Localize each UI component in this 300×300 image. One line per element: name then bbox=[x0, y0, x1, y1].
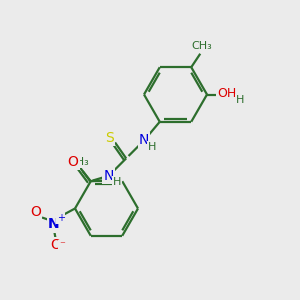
Text: N: N bbox=[139, 134, 149, 147]
Text: H: H bbox=[236, 95, 244, 105]
Text: O: O bbox=[30, 205, 41, 218]
Text: CH₃: CH₃ bbox=[191, 41, 212, 51]
Text: ⁻: ⁻ bbox=[59, 240, 65, 250]
Text: H: H bbox=[148, 142, 157, 152]
Text: N: N bbox=[103, 169, 114, 183]
Text: S: S bbox=[105, 131, 113, 145]
Text: O: O bbox=[50, 238, 61, 252]
Text: +: + bbox=[57, 213, 64, 223]
Text: CH₃: CH₃ bbox=[68, 157, 89, 167]
Text: O: O bbox=[68, 155, 79, 169]
Text: N: N bbox=[48, 218, 60, 231]
Text: H: H bbox=[113, 177, 121, 188]
Text: OH: OH bbox=[218, 86, 237, 100]
